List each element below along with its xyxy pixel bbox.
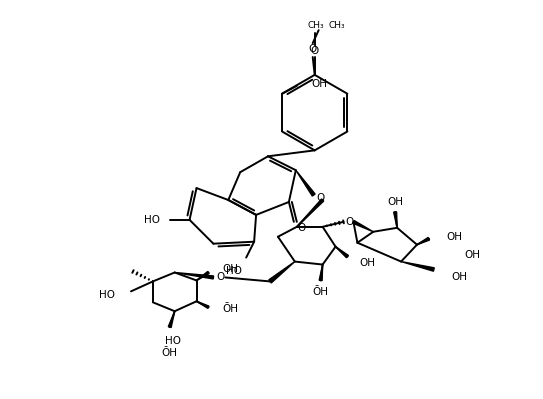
Text: OH: OH	[387, 197, 403, 207]
Polygon shape	[353, 221, 373, 232]
Text: HO: HO	[165, 336, 181, 346]
Polygon shape	[336, 247, 349, 258]
Text: ŌH: ŌH	[222, 304, 238, 314]
Polygon shape	[168, 311, 175, 328]
Text: HO: HO	[226, 267, 242, 277]
Text: O: O	[308, 44, 317, 54]
Text: HO: HO	[144, 215, 160, 225]
Text: O: O	[216, 273, 224, 282]
Text: OH: OH	[359, 258, 375, 268]
Polygon shape	[394, 212, 397, 228]
Text: HO: HO	[99, 290, 115, 300]
Text: CH₃: CH₃	[307, 21, 324, 30]
Polygon shape	[175, 273, 213, 279]
Polygon shape	[297, 199, 324, 227]
Polygon shape	[269, 262, 295, 283]
Text: O: O	[345, 217, 353, 227]
Text: OH: OH	[447, 232, 463, 242]
Polygon shape	[319, 265, 323, 280]
Text: CH₃: CH₃	[329, 21, 345, 30]
Text: ŌH: ŌH	[313, 287, 329, 297]
Text: O: O	[311, 46, 319, 56]
Polygon shape	[197, 301, 209, 308]
Text: O: O	[298, 223, 306, 233]
Text: OH: OH	[452, 273, 468, 282]
Text: O: O	[317, 193, 325, 203]
Text: OH: OH	[222, 263, 238, 274]
Text: OH: OH	[465, 250, 481, 260]
Polygon shape	[296, 170, 315, 196]
Polygon shape	[401, 262, 434, 271]
Text: ŌH: ŌH	[162, 348, 178, 358]
Polygon shape	[417, 237, 430, 245]
Polygon shape	[197, 271, 209, 280]
Text: OH: OH	[312, 79, 328, 89]
